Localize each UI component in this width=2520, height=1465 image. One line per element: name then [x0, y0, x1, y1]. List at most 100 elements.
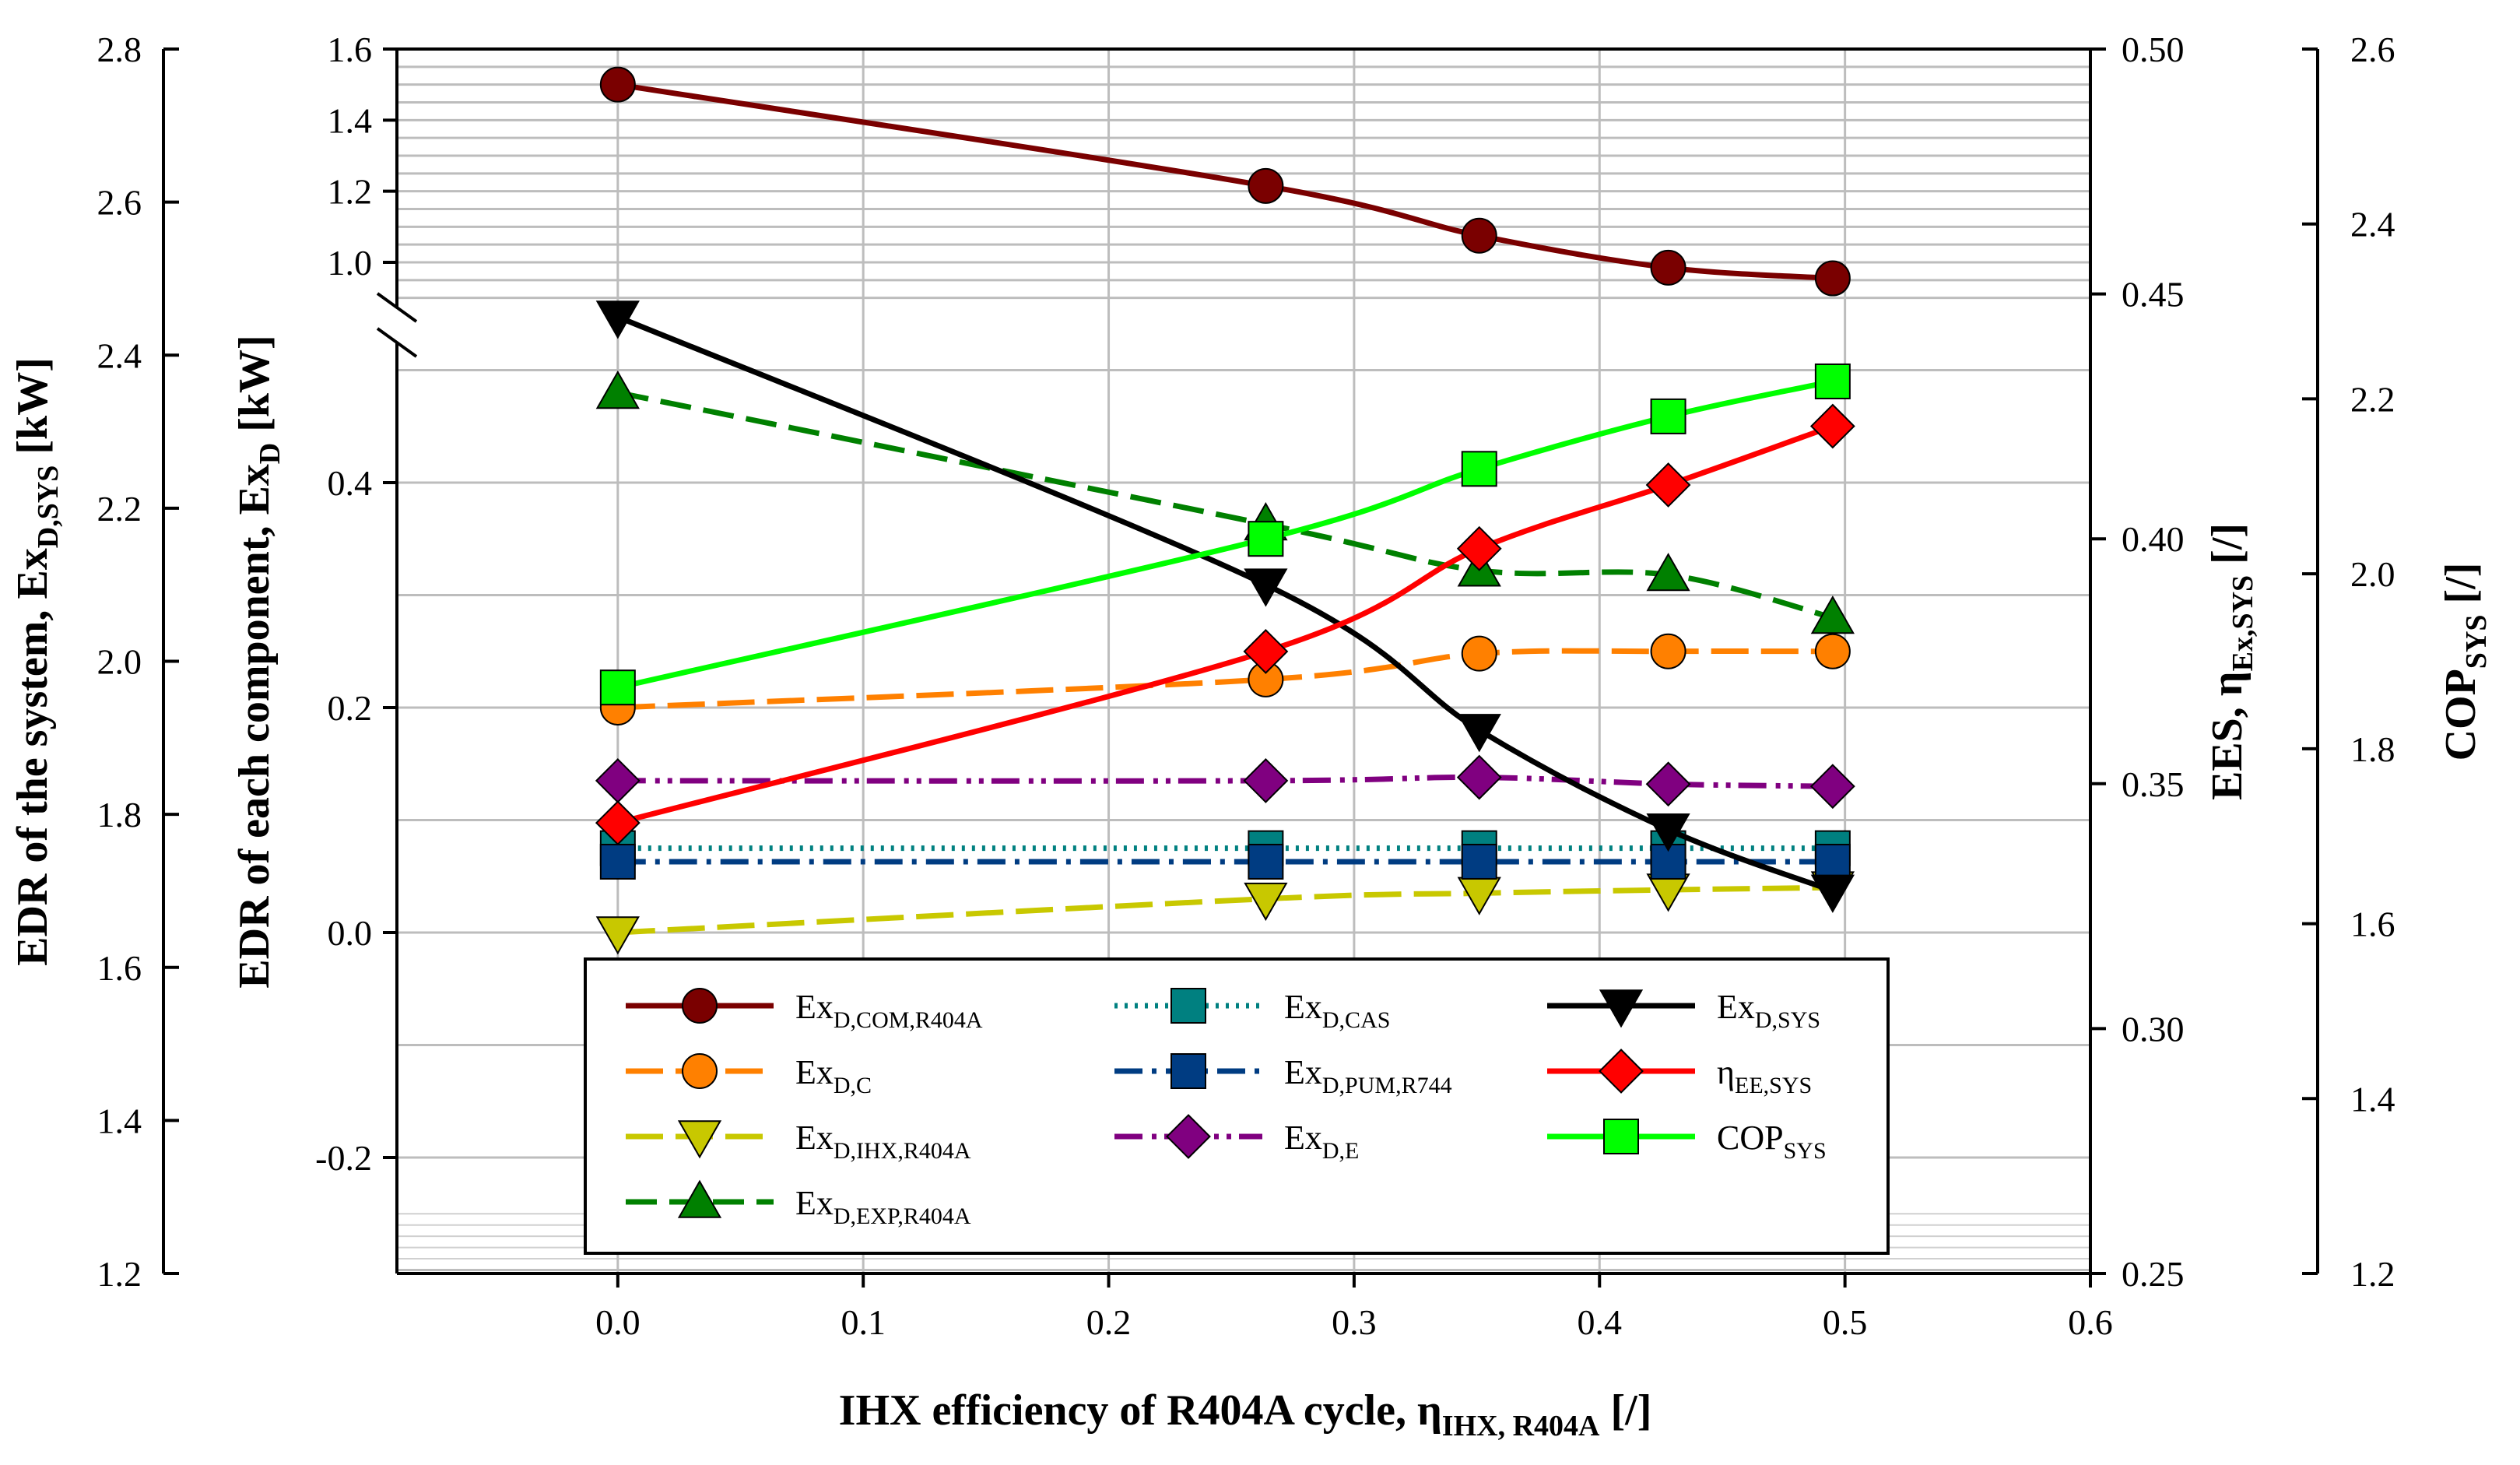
legend-label: ExD,SYS [1717, 988, 1820, 1033]
x-axis-title-main: IHX efficiency of R404A cycle, η [839, 1386, 1442, 1435]
component-axis-tick-label: 1.0 [328, 243, 373, 283]
data-point [1809, 764, 1855, 810]
legend-label-sub: EE,SYS [1735, 1073, 1812, 1098]
data-point [1814, 363, 1851, 399]
data-point [1645, 462, 1691, 508]
legend-label-main: Ex [795, 1053, 834, 1091]
system-axis-tick-label: 2.6 [97, 183, 142, 223]
system-axis-tick-label: 2.2 [97, 489, 142, 529]
data-point [595, 800, 641, 846]
system-axis-tick-label: 2.4 [97, 336, 142, 375]
series-d-sys [595, 300, 1855, 913]
data-point [1646, 553, 1690, 592]
x-tick-label: 0.2 [1086, 1302, 1132, 1342]
legend-label: ExD,EXP,R404A [795, 1184, 971, 1229]
ees-axis-title: EES, ηEx,SYS [/] [2203, 523, 2259, 800]
data-point [1650, 633, 1686, 669]
series-line [617, 884, 1833, 936]
series-d-e [595, 754, 1855, 810]
system-axis-title: EDR of the system, ExD,SYS [kW] [9, 357, 65, 966]
legend-label-sub: D,CAS [1322, 1007, 1391, 1033]
series-line [616, 314, 1834, 894]
data-point [1248, 843, 1284, 880]
data-point [1814, 633, 1851, 669]
legend-item: ExD,SYS [1547, 988, 1820, 1033]
component-axis-tick-label: -0.2 [315, 1138, 372, 1178]
data-point [1645, 761, 1691, 807]
legend-label-sub: D,COM,R404A [834, 1007, 983, 1033]
data-point [1646, 813, 1690, 852]
data-point [599, 843, 636, 880]
x-tick-label: 0.4 [1578, 1302, 1623, 1342]
legend-label-main: Ex [1284, 1119, 1322, 1157]
x-tick-label: 0.1 [841, 1302, 886, 1342]
series-line [617, 82, 1834, 282]
legend-label: ExD,IHX,R404A [795, 1119, 971, 1164]
series-sys [599, 363, 1851, 706]
data-point [1461, 217, 1497, 254]
legend-label-sub: D,EXP,R404A [834, 1203, 971, 1229]
system-axis-tick-label: 1.6 [97, 948, 142, 988]
legend-label: ExD,E [1284, 1119, 1359, 1164]
data-point [1814, 843, 1851, 880]
series [595, 66, 1855, 955]
ees-axis-tick-label: 0.45 [2122, 275, 2185, 314]
legend-marker [682, 988, 718, 1024]
ees-axis-tick-label: 0.25 [2122, 1254, 2185, 1294]
legend-label-sub: D,C [834, 1073, 872, 1098]
axis-break-mark [376, 327, 418, 358]
data-point [1809, 403, 1855, 449]
cop-axis-tick-label: 1.8 [2350, 729, 2395, 769]
component-axis-title-suffix: [kW] [230, 335, 279, 442]
legend-marker [1166, 1114, 1211, 1159]
legend-label-main: Ex [1717, 988, 1755, 1026]
legend-marker [677, 1120, 722, 1159]
x-tick-label: 0.5 [1823, 1302, 1868, 1342]
legend-item: ηEE,SYS [1547, 1049, 1812, 1098]
axis-break-mark [376, 292, 418, 323]
series-d-ihx-r404a [595, 871, 1855, 955]
data-point [1646, 873, 1690, 912]
legend-label-main: COP [1717, 1119, 1784, 1157]
component-axis-tick-label: 1.6 [328, 30, 373, 69]
legend-label: ExD,PUM,R744 [1284, 1053, 1452, 1098]
legend-label: ExD,CAS [1284, 988, 1390, 1033]
legend-label-main: Ex [795, 988, 834, 1026]
legend-label-sub: D,E [1322, 1138, 1360, 1164]
component-axis-tick-label: 0.4 [328, 463, 373, 503]
legend-marker [1171, 988, 1206, 1024]
series-line [617, 648, 1833, 711]
legend-item: ExD,C [626, 1053, 872, 1098]
legend-label-main: Ex [795, 1184, 834, 1222]
x-axis-title: IHX efficiency of R404A cycle, ηIHX, R40… [839, 1386, 1652, 1442]
data-point [1456, 525, 1502, 571]
legend-marker [1171, 1053, 1206, 1089]
legend-label-sub: SYS [1784, 1138, 1827, 1164]
data-point [1244, 568, 1288, 607]
legend-item: ExD,COM,R404A [626, 988, 983, 1033]
cop-axis-tick-label: 1.6 [2350, 905, 2395, 944]
legend-item: ExD,IHX,R404A [626, 1119, 971, 1164]
data-point [595, 916, 640, 955]
ees-axis-title-suffix: [/] [2203, 523, 2252, 575]
legend-marker [1599, 989, 1644, 1028]
legend-marker [682, 1053, 718, 1089]
legend-label: ExD,COM,R404A [795, 988, 983, 1033]
legend-label-main: η [1717, 1053, 1735, 1091]
data-point [1810, 595, 1855, 634]
series-d-com-r404a [599, 66, 1851, 297]
system-axis-tick-label: 1.4 [97, 1101, 142, 1140]
data-point [599, 669, 636, 706]
legend-item: ExD,PUM,R744 [1114, 1053, 1452, 1098]
series-line [617, 378, 1834, 690]
data-point [599, 66, 636, 103]
cop-axis-tick-label: 1.2 [2350, 1254, 2395, 1294]
data-point [595, 370, 640, 409]
x-axis-title-suffix: [/] [1599, 1386, 1651, 1435]
legend-label: ExD,C [795, 1053, 872, 1098]
component-axis-tick-label: 0.2 [328, 688, 373, 728]
cop-axis-tick-label: 2.4 [2350, 205, 2395, 244]
data-point [1243, 758, 1289, 803]
system-axis-tick-label: 1.2 [97, 1254, 142, 1294]
